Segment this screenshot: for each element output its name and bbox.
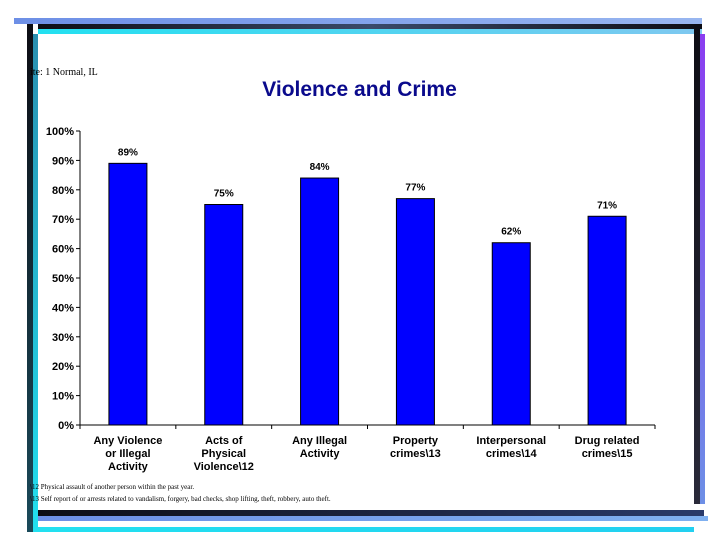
category-label-line: Physical bbox=[201, 448, 246, 460]
frame-top-dark-bar bbox=[38, 24, 702, 29]
chart-title: Violence and Crime bbox=[262, 78, 457, 101]
y-tick-label: 90% bbox=[52, 155, 74, 167]
category-label: Any Violence or Illegal Activity bbox=[93, 435, 162, 473]
frame-bottom-blue-bar bbox=[38, 516, 708, 521]
category-label-line: Activity bbox=[108, 461, 149, 473]
y-tick-label: 20% bbox=[52, 361, 74, 373]
category-label-line: crimes\13 bbox=[390, 448, 441, 460]
frame-left-dark-bar bbox=[27, 24, 33, 532]
frame-top-blue-bar bbox=[14, 18, 702, 24]
y-tick-label: 10% bbox=[52, 391, 74, 403]
y-tick-label: 30% bbox=[52, 332, 74, 344]
category-label-line: Interpersonal bbox=[476, 435, 546, 447]
category-label: Acts of Physical Violence\12 bbox=[194, 435, 254, 473]
y-tick-label: 0% bbox=[58, 420, 74, 432]
bar bbox=[587, 215, 627, 426]
frame-right-dark-bar bbox=[694, 24, 700, 504]
category-label: Property crimes\13 bbox=[390, 435, 441, 460]
category-label-line: or Illegal bbox=[105, 448, 150, 460]
bar bbox=[491, 242, 531, 426]
category-label: Any Illegal Activity bbox=[292, 435, 347, 460]
footnote-12: \12 Physical assault of another person w… bbox=[30, 483, 195, 491]
y-tick-label: 70% bbox=[52, 214, 74, 226]
data-label: 89% bbox=[118, 147, 138, 158]
bar bbox=[108, 162, 148, 426]
bar bbox=[300, 177, 340, 426]
category-label: Interpersonal crimes\14 bbox=[476, 435, 546, 460]
data-label: 84% bbox=[310, 162, 330, 173]
category-label-line: Violence\12 bbox=[194, 461, 254, 473]
data-label: 75% bbox=[214, 189, 234, 200]
data-label: 62% bbox=[501, 227, 521, 238]
frame-bottom-dark-bar bbox=[38, 510, 704, 516]
frame-left-cyan-bar bbox=[33, 34, 38, 532]
y-tick-label: 40% bbox=[52, 302, 74, 314]
category-label-line: Activity bbox=[300, 448, 341, 460]
category-label-line: crimes\14 bbox=[486, 448, 538, 460]
category-label-line: Acts of bbox=[205, 435, 243, 447]
data-label: 77% bbox=[405, 183, 425, 194]
bar bbox=[395, 198, 435, 426]
category-label-line: Drug related bbox=[575, 435, 640, 447]
category-label-line: crimes\15 bbox=[582, 448, 633, 460]
frame-bottom-cyan-bar bbox=[38, 527, 694, 532]
data-label: 71% bbox=[597, 200, 617, 211]
footnote-13: \13 Self report of or arrests related to… bbox=[30, 495, 331, 503]
y-tick-label: 80% bbox=[52, 185, 74, 197]
category-label-line: Any Illegal bbox=[292, 435, 347, 447]
y-tick-label: 60% bbox=[52, 244, 74, 256]
site-label: ite: 1 Normal, IL bbox=[30, 67, 98, 78]
bar bbox=[204, 204, 244, 426]
y-tick-label: 50% bbox=[52, 273, 74, 285]
category-label-line: Property bbox=[393, 435, 439, 447]
frame-top-cyan-bar bbox=[38, 29, 702, 34]
frame-right-purple-bar bbox=[700, 34, 705, 504]
y-tick-label: 100% bbox=[46, 126, 74, 138]
category-label-line: Any Violence bbox=[93, 435, 162, 447]
category-label: Drug related crimes\15 bbox=[575, 435, 640, 460]
